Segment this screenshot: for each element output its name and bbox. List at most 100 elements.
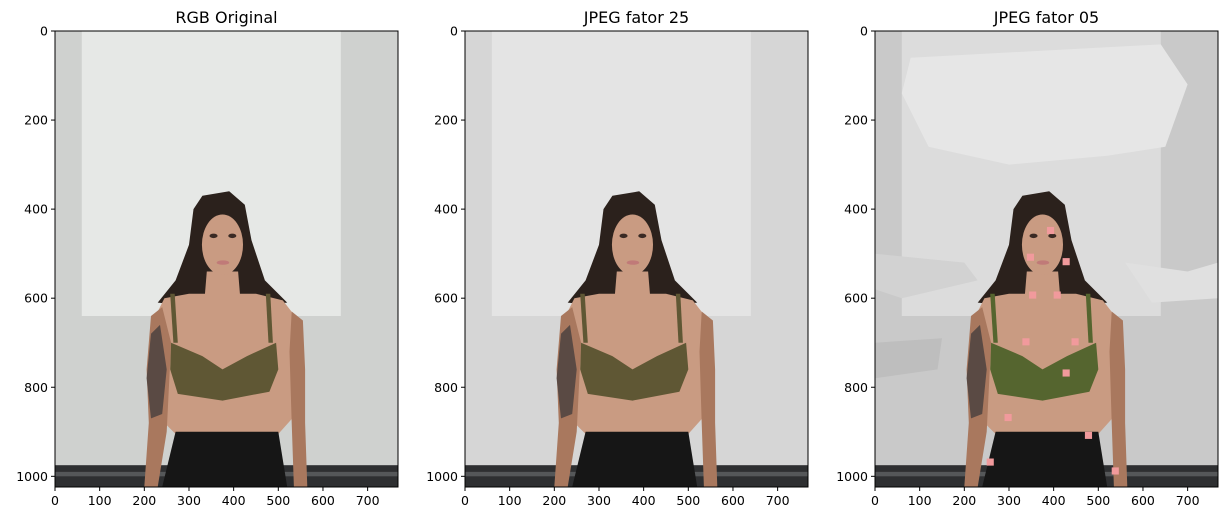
x-tick-label: 200 xyxy=(952,493,976,508)
photo-image xyxy=(55,31,398,487)
right-arm-shape xyxy=(289,311,308,487)
crop-top-shape xyxy=(580,342,689,401)
block-artifact-region xyxy=(901,44,1188,165)
axes-frame xyxy=(464,30,809,488)
x-tick-label: 300 xyxy=(587,493,611,508)
block-artifact xyxy=(1029,291,1037,299)
panel-title: JPEG fator 25 xyxy=(583,8,689,27)
x-tick-label: 700 xyxy=(1176,493,1200,508)
x-tick-label: 200 xyxy=(542,493,566,508)
y-tick-label: 200 xyxy=(844,113,868,128)
y-tick-label: 400 xyxy=(844,202,868,217)
right-eye xyxy=(1048,233,1057,239)
y-tick-label: 800 xyxy=(24,380,48,395)
y-tick-label: 1000 xyxy=(836,469,868,484)
block-artifact xyxy=(1026,253,1034,261)
x-tick-label: 200 xyxy=(132,493,156,508)
y-tick-label: 600 xyxy=(24,291,48,306)
right-eye xyxy=(228,233,237,239)
y-tick-label: 600 xyxy=(844,291,868,306)
block-artifact-region xyxy=(875,253,978,299)
y-tick-label: 1000 xyxy=(426,469,458,484)
x-tick-label: 100 xyxy=(908,493,932,508)
x-tick-label: 500 xyxy=(1086,493,1110,508)
x-tick-label: 600 xyxy=(1131,493,1155,508)
pants-shape xyxy=(162,431,288,487)
x-tick-label: 500 xyxy=(266,493,290,508)
torso-shape xyxy=(561,293,713,434)
top-strap-right xyxy=(1085,293,1093,343)
x-tick-label: 0 xyxy=(51,493,59,508)
x-tick-label: 600 xyxy=(311,493,335,508)
block-artifact xyxy=(1062,369,1070,377)
y-tick-label: 200 xyxy=(434,113,458,128)
face-shape xyxy=(611,214,654,276)
pants-shape xyxy=(572,431,698,487)
block-artifact xyxy=(1053,291,1061,299)
x-tick-label: 600 xyxy=(721,493,745,508)
tattoo-shape xyxy=(966,324,987,419)
top-strap-right xyxy=(265,293,273,343)
wall-left-shade xyxy=(465,31,492,316)
axes-frame xyxy=(54,30,399,488)
y-tick-label: 400 xyxy=(434,202,458,217)
wall-right-shade xyxy=(340,31,398,316)
x-tick-label: 300 xyxy=(997,493,1021,508)
block-artifact-region xyxy=(1125,262,1218,303)
neck-shape xyxy=(204,271,241,299)
y-tick-label: 0 xyxy=(40,24,48,39)
wall-left-shade xyxy=(55,31,82,316)
x-tick-label: 500 xyxy=(676,493,700,508)
top-strap-left xyxy=(170,293,178,343)
right-arm-shape xyxy=(699,311,718,487)
right-arm-shape xyxy=(1109,311,1128,487)
lips-shape xyxy=(216,260,230,265)
block-artifact xyxy=(1111,467,1119,475)
block-artifact xyxy=(1022,338,1030,346)
y-tick-label: 400 xyxy=(24,202,48,217)
x-tick-label: 400 xyxy=(222,493,246,508)
face-shape xyxy=(1021,214,1064,276)
y-tick-label: 200 xyxy=(24,113,48,128)
block-artifact xyxy=(1004,413,1012,422)
x-tick-label: 100 xyxy=(88,493,112,508)
y-tick-label: 800 xyxy=(434,380,458,395)
x-tick-label: 0 xyxy=(871,493,879,508)
right-eye xyxy=(638,233,647,239)
block-artifact-region xyxy=(875,338,942,379)
torso-shape xyxy=(151,293,303,434)
x-tick-label: 300 xyxy=(177,493,201,508)
block-artifact xyxy=(1046,226,1055,235)
face-shape xyxy=(201,214,244,276)
x-tick-label: 700 xyxy=(766,493,790,508)
left-eye xyxy=(619,233,628,239)
axes-frame xyxy=(874,30,1219,488)
photo-image xyxy=(465,31,808,487)
neck-shape xyxy=(614,271,651,299)
y-tick-label: 800 xyxy=(844,380,868,395)
y-tick-label: 600 xyxy=(434,291,458,306)
crop-top-shape xyxy=(990,342,1099,401)
lips-shape xyxy=(1036,260,1050,265)
y-tick-label: 1000 xyxy=(16,469,48,484)
torso-shape xyxy=(971,293,1123,434)
x-tick-label: 400 xyxy=(1042,493,1066,508)
block-artifact xyxy=(1084,431,1093,439)
panel-2: JPEG fator 25 0 100 200 300 400 500 600 700 0 200 4… xyxy=(426,8,809,508)
top-strap-left xyxy=(580,293,588,343)
x-tick-label: 100 xyxy=(498,493,522,508)
left-eye xyxy=(209,233,218,239)
block-artifact xyxy=(1062,258,1070,266)
tattoo-shape xyxy=(556,324,577,419)
pants-shape xyxy=(982,431,1108,487)
panel-3: JPEG fator 05 0 100 200 300 400 500 600 700 0 200 4… xyxy=(836,8,1219,508)
panel-title: RGB Original xyxy=(175,8,277,27)
lips-shape xyxy=(626,260,640,265)
y-tick-label: 0 xyxy=(450,24,458,39)
block-artifact xyxy=(986,458,994,466)
panel-title: JPEG fator 05 xyxy=(993,8,1099,27)
crop-top-shape xyxy=(170,342,279,401)
wall-right-shade xyxy=(750,31,808,316)
photo-image xyxy=(875,31,1218,487)
